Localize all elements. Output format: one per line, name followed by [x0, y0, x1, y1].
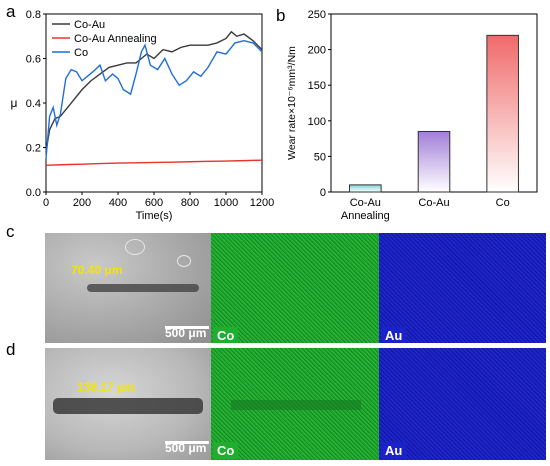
category-label-0: Co-Au	[350, 197, 381, 209]
y-axis-label-b: Wear rate×10⁻⁶mm³/Nm	[286, 46, 298, 160]
au-label-d: Au	[381, 442, 407, 459]
co-map-d: Co	[211, 348, 379, 460]
scalebar-label-c: 500 μm	[165, 326, 207, 340]
legend-label-2: Co	[74, 47, 88, 59]
category-label-2: Co	[496, 197, 510, 209]
bar-0	[349, 184, 382, 193]
track-width-d: 138.17 μm	[77, 380, 136, 394]
x-axis-label-a: Time(s)	[136, 210, 173, 222]
y-tick-label-b: 100	[308, 116, 326, 128]
co-label-d: Co	[213, 442, 239, 459]
bar-2	[486, 34, 519, 193]
au-map-d: Au	[379, 348, 546, 460]
x-tick-label-a: 800	[181, 197, 199, 209]
x-tick-label-a: 0	[43, 197, 49, 209]
x-tick-label-a: 600	[145, 197, 163, 209]
wear-track-c	[87, 284, 199, 292]
scalebar-d	[165, 441, 209, 444]
panel-letter-a: a	[6, 2, 16, 21]
droplet-1	[125, 239, 145, 255]
sem-image-c: 70.40 μm 500 μm	[45, 233, 211, 343]
y-tick-label-b: 50	[314, 151, 326, 163]
x-tick-label-a: 200	[73, 197, 91, 209]
track-width-c: 70.40 μm	[71, 263, 123, 277]
y-axis-label-a: μ	[11, 96, 18, 110]
y-tick-label-a: 0.6	[26, 54, 41, 66]
au-label-c: Au	[381, 327, 407, 343]
y-tick-label-a: 0.2	[26, 143, 41, 155]
friction-coefficient-chart: 0 200 400 600 800 1000 1200 0.0 0.2 0.4 0.6 0.8 Time…	[11, 9, 275, 222]
co-label-c: Co	[213, 327, 239, 343]
x-tick-label-a: 400	[109, 197, 127, 209]
y-tick-label-b: 250	[308, 9, 326, 21]
wear-track-co-d	[231, 400, 361, 410]
bar-1	[417, 130, 451, 193]
y-tick-label-a: 0.0	[26, 187, 41, 199]
y-tick-label-b: 200	[308, 45, 326, 57]
panel-letter-b: b	[276, 6, 286, 25]
panel-letter-d: d	[6, 340, 16, 359]
au-map-c: Au	[379, 233, 546, 343]
scalebar-c	[165, 326, 209, 329]
co-map-c: Co	[211, 233, 379, 343]
series-line-1	[45, 159, 263, 166]
y-tick-label-a: 0.4	[26, 98, 41, 110]
panel-letter-c: c	[6, 222, 15, 241]
y-tick-label-b: 150	[308, 80, 326, 92]
x-tick-label-a: 1200	[250, 197, 274, 209]
series-line-2	[45, 39, 263, 159]
category-label-1: Co-Au	[418, 197, 449, 209]
x-tick-label-a: 1000	[214, 197, 238, 209]
scalebar-label-d: 500 μm	[165, 441, 207, 455]
legend-label-0: Co-Au	[74, 19, 105, 31]
wear-rate-chart: 0 50 100 150 200 250 Wear rate×10⁻⁶mm³/Nm Co-Au…	[286, 9, 538, 222]
category-label-0: Annealing	[341, 210, 390, 222]
wear-track-d	[53, 398, 203, 414]
droplet-2	[177, 255, 191, 267]
y-tick-label-b: 0	[320, 187, 326, 199]
y-tick-label-a: 0.8	[26, 9, 41, 21]
legend-label-1: Co-Au Annealing	[74, 33, 157, 45]
sem-image-d: 138.17 μm 500 μm	[45, 348, 211, 460]
